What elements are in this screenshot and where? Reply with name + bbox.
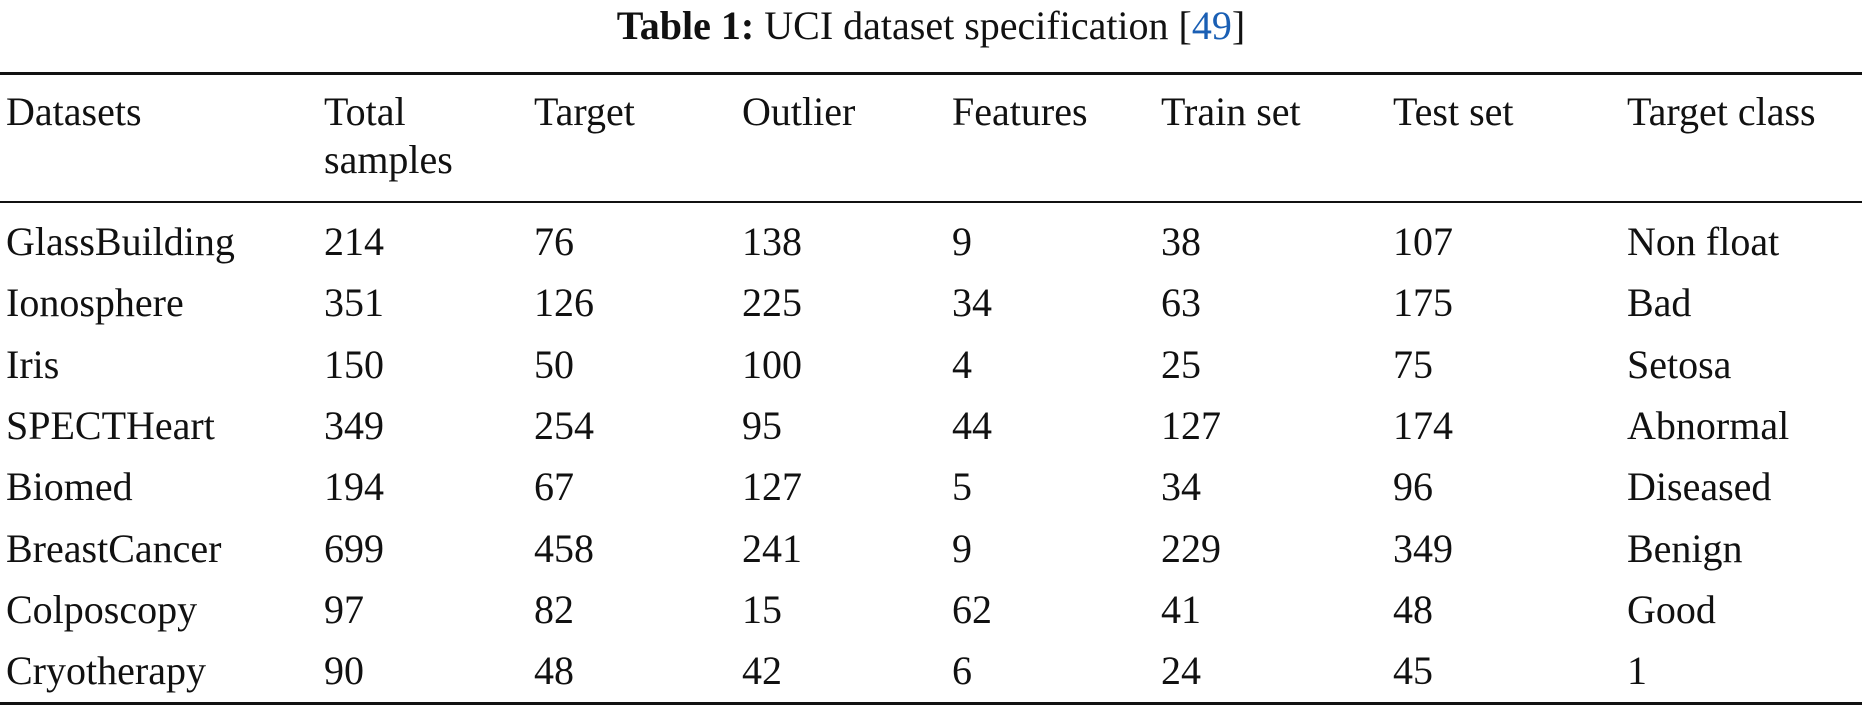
row-label: Colposcopy — [6, 586, 198, 632]
table-cell: 5 — [952, 464, 972, 510]
table-cell: 67 — [534, 464, 574, 510]
table-cell: 138 — [742, 219, 802, 264]
table-cell: 82 — [534, 586, 574, 632]
table-cell: Setosa — [1627, 341, 1732, 387]
table-cell: 1 — [1627, 648, 1647, 694]
table-cell: 4 — [952, 341, 972, 387]
table-cell: 42 — [742, 648, 782, 694]
table-cell: Bad — [1627, 280, 1692, 326]
table-cell: 34 — [1161, 464, 1201, 510]
table-cell: 76 — [534, 219, 574, 264]
header-cell: Total samples — [324, 89, 453, 182]
row-label: Ionosphere — [6, 280, 184, 326]
table-cell: 349 — [324, 402, 384, 448]
table-cell: 225 — [742, 280, 802, 326]
table-cell: 48 — [534, 648, 574, 694]
table-cell: 95 — [742, 402, 782, 448]
row-label: SPECTHeart — [6, 402, 215, 448]
header-rule — [0, 201, 1862, 203]
table-cell: 41 — [1161, 586, 1201, 632]
table-cell: 96 — [1393, 464, 1433, 510]
table-cell: 126 — [534, 280, 594, 326]
table-cell: 44 — [952, 402, 992, 448]
row-label: Iris — [6, 341, 60, 387]
table-cell: 62 — [952, 586, 992, 632]
header-cell: Datasets — [6, 89, 142, 134]
table-cell: 15 — [742, 586, 782, 632]
table-cell: 63 — [1161, 280, 1201, 326]
row-label: Cryotherapy — [6, 648, 206, 694]
table-cell: 214 — [324, 219, 384, 264]
caption-ref[interactable]: 49 — [1191, 3, 1232, 48]
table-cell: 241 — [742, 525, 802, 571]
table-cell: 50 — [534, 341, 574, 387]
table-cell: 6 — [952, 648, 972, 694]
header-cell: Features — [952, 89, 1088, 134]
table-cell: 127 — [742, 464, 802, 510]
table-cell: 24 — [1161, 648, 1201, 694]
table-cell: 100 — [742, 341, 802, 387]
table-cell: 458 — [534, 525, 594, 571]
table-cell: 38 — [1161, 219, 1201, 264]
table-cell: 34 — [952, 280, 992, 326]
row-label: BreastCancer — [6, 525, 222, 571]
row-label: GlassBuilding — [6, 219, 235, 264]
caption-close: ] — [1231, 3, 1246, 48]
header-cell: Outlier — [742, 89, 856, 134]
table-cell: 48 — [1393, 586, 1433, 632]
table-cell: Non float — [1627, 219, 1780, 264]
bottom-rule — [0, 702, 1862, 705]
header-cell: Target — [534, 89, 635, 134]
header-cell: Target class — [1627, 89, 1816, 134]
header-cell: Train set — [1161, 89, 1301, 134]
table-cell: 97 — [324, 586, 364, 632]
table-cell: 175 — [1393, 280, 1453, 326]
table-cell: 127 — [1161, 402, 1221, 448]
table-cell: 9 — [952, 219, 972, 264]
table-cell: Diseased — [1627, 464, 1772, 510]
table-cell: 25 — [1161, 341, 1201, 387]
table-cell: 107 — [1393, 219, 1453, 264]
table-cell: 349 — [1393, 525, 1453, 571]
table-cell: 194 — [324, 464, 384, 510]
table-cell: 174 — [1393, 402, 1453, 448]
table-caption: Table 1: UCI dataset specification [49] — [0, 2, 1862, 49]
header-cell: Test set — [1393, 89, 1514, 134]
table-cell: 351 — [324, 280, 384, 326]
caption-text: UCI dataset specification [ — [764, 3, 1192, 48]
caption-label: Table 1: — [616, 3, 755, 48]
table-cell: 150 — [324, 341, 384, 387]
table-cell: 254 — [534, 402, 594, 448]
table-cell: 699 — [324, 525, 384, 571]
table-cell: Benign — [1627, 525, 1743, 571]
table-cell: 45 — [1393, 648, 1433, 694]
row-label: Biomed — [6, 464, 133, 510]
table-cell: 229 — [1161, 525, 1221, 571]
top-rule — [0, 72, 1862, 75]
table-cell: 9 — [952, 525, 972, 571]
table-cell: 90 — [324, 648, 364, 694]
table-cell: Abnormal — [1627, 402, 1790, 448]
table-cell: Good — [1627, 586, 1716, 632]
table-cell: 75 — [1393, 341, 1433, 387]
